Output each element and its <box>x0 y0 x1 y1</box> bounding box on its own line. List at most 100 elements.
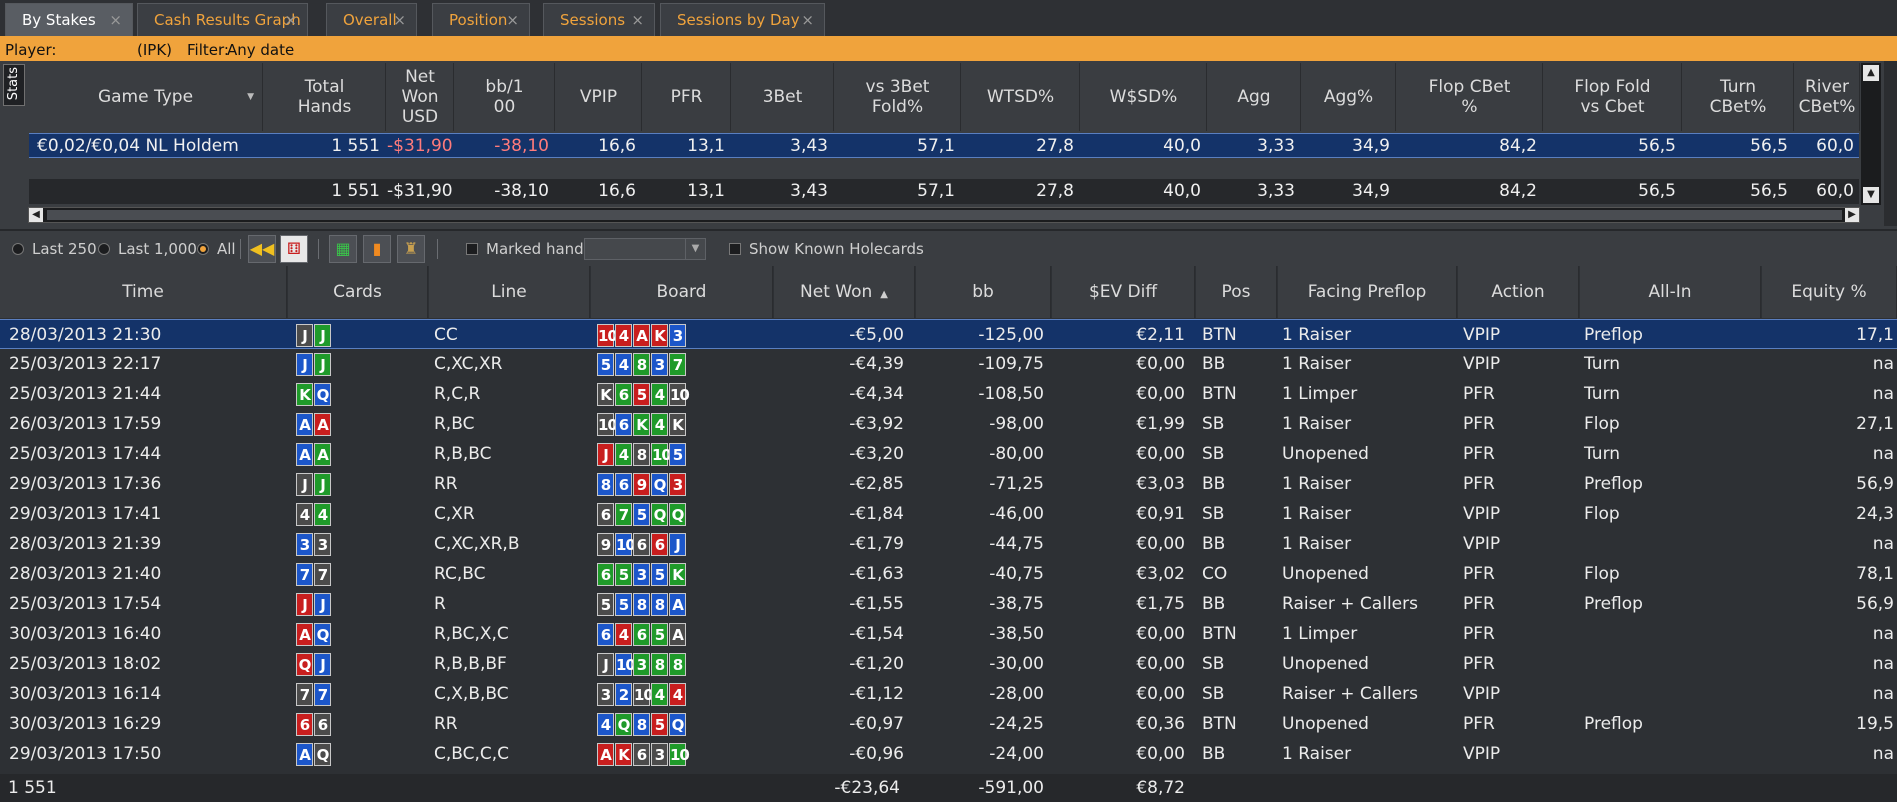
marked-hands-checkbox[interactable] <box>466 243 478 255</box>
total-turn-cbet: 56,5 <box>1750 181 1788 201</box>
close-icon[interactable]: × <box>631 11 644 29</box>
col-header-river-cbet[interactable]: River CBet% <box>1795 63 1860 131</box>
col-header-pfr[interactable]: PFR <box>643 63 731 131</box>
col-header-vs-3bet-fold[interactable]: vs 3Bet Fold% <box>835 63 961 131</box>
dice-icon[interactable]: ⚅ <box>280 235 308 263</box>
sort-ascending-icon[interactable]: ▲ <box>880 289 888 300</box>
stats-row[interactable]: €0,02/€0,04 NL Holdem 1 551 -$31,90 -38,10 1… <box>29 133 1859 158</box>
col-header-flop-fold-vs-cbet[interactable]: Flop Fold vs Cbet <box>1544 63 1682 131</box>
hand-row[interactable]: 28/03/2013 21:39 3 3 C,XC,XR,B 9 10 6 6 J -€1,79-… <box>0 529 1897 559</box>
col-header-cards[interactable]: Cards <box>288 266 428 318</box>
col-header-bb[interactable]: bb <box>916 266 1051 318</box>
scrollbar-thumb[interactable] <box>47 210 1842 220</box>
hand-row[interactable]: 30/03/2013 16:29 6 6 RR 4 Q 8 5 Q -€0,97 -24,25 €0,… <box>0 709 1897 739</box>
hand-row[interactable]: 25/03/2013 21:44 K Q R,C,R K 6 5 4 10 -€4,34 -108,… <box>0 379 1897 409</box>
marked-hands-select[interactable]: ▼ <box>584 238 706 260</box>
hand-line: C,BC,C,C <box>434 744 510 764</box>
hand-row[interactable]: 29/03/2013 17:50 A Q C,BC,C,C A K 6 3 10 -€0,96 -2… <box>0 739 1897 769</box>
bar-chart-icon[interactable]: ▮ <box>363 235 391 263</box>
col-header-agg[interactable]: Agg <box>1208 63 1301 131</box>
hand-ev-diff: €0,00 <box>1136 624 1185 644</box>
col-header-net-won[interactable]: Net Won ▲ <box>774 266 915 318</box>
stats-side-tab[interactable]: Stats <box>3 64 25 106</box>
hand-line: C,XC,XR,B <box>434 534 520 554</box>
vertical-scrollbar[interactable]: ▲ ▼ <box>1861 63 1881 205</box>
rewind-icon[interactable]: ◀◀ <box>248 235 276 263</box>
hand-line: R,B,B,BF <box>434 654 507 674</box>
col-header-wsd[interactable]: W$SD% <box>1081 63 1207 131</box>
hand-row[interactable]: 29/03/2013 17:41 4 4 C,XR 6 7 5 Q Q -€1,84 -46,00 €… <box>0 499 1897 529</box>
hand-bb: -108,50 <box>978 384 1044 404</box>
col-header-ev-diff[interactable]: $EV Diff <box>1052 266 1195 318</box>
last-1000-radio[interactable] <box>98 243 110 255</box>
hand-line: RR <box>434 714 458 734</box>
chevron-down-icon[interactable]: ▼ <box>685 239 705 259</box>
chevron-down-icon[interactable]: ▼ <box>247 92 254 102</box>
close-icon[interactable]: × <box>393 11 406 29</box>
tab-by-stakes[interactable]: By Stakes × <box>5 3 133 36</box>
col-header-vpip[interactable]: VPIP <box>556 63 642 131</box>
tab-position[interactable]: Position × <box>432 3 530 36</box>
scroll-up-icon[interactable]: ▲ <box>1863 65 1879 81</box>
col-header-facing-preflop[interactable]: Facing Preflop <box>1278 266 1457 318</box>
hand-row[interactable]: 25/03/2013 17:54 J J R 5 5 8 8 A -€1,55 -38,75 €1,7… <box>0 589 1897 619</box>
last-250-radio[interactable] <box>12 243 24 255</box>
hand-net-won: -€1,20 <box>849 654 904 674</box>
hand-ev-diff: €0,00 <box>1136 534 1185 554</box>
col-header-wtsd[interactable]: WTSD% <box>962 63 1080 131</box>
hand-action: PFR <box>1463 444 1495 464</box>
hand-row[interactable]: 29/03/2013 17:36 J J RR 8 6 9 Q 3 -€2,85 -71,25 €3,… <box>0 469 1897 499</box>
tab-cash-results-graph[interactable]: Cash Results Graph × <box>137 3 308 36</box>
col-header-all-in[interactable]: All-In <box>1580 266 1761 318</box>
col-header-board[interactable]: Board <box>591 266 773 318</box>
col-header-line[interactable]: Line <box>429 266 590 318</box>
filter-value[interactable]: Any date <box>227 41 295 59</box>
hand-all-in: Preflop <box>1584 325 1643 345</box>
hand-row[interactable]: 30/03/2013 16:14 7 7 C,X,B,BC 3 2 10 4 4 -€1,12 -2… <box>0 679 1897 709</box>
col-header-equity[interactable]: Equity % <box>1762 266 1897 318</box>
col-header-game-type[interactable]: Game Type ▼ <box>29 63 263 131</box>
col-header-agg-pct[interactable]: Agg% <box>1302 63 1396 131</box>
col-header-bb-100[interactable]: bb/1 00 <box>455 63 555 131</box>
col-header-3bet[interactable]: 3Bet <box>732 63 834 131</box>
hand-row[interactable]: 30/03/2013 16:40 A Q R,BC,X,C 6 4 6 5 A -€1,54 -38… <box>0 619 1897 649</box>
hand-row[interactable]: 28/03/2013 21:40 7 7 RC,BC 6 5 3 5 K -€1,63 -40,75… <box>0 559 1897 589</box>
col-header-time[interactable]: Time <box>0 266 287 318</box>
hand-all-in: Turn <box>1584 444 1621 464</box>
close-icon[interactable]: × <box>506 11 519 29</box>
tab-sessions-by-day[interactable]: Sessions by Day × <box>660 3 825 36</box>
hand-row[interactable]: 28/03/2013 21:30 J J CC 10 4 A K 3 -€5,00 -125,00 €… <box>0 319 1897 349</box>
col-header-turn-cbet[interactable]: Turn CBet% <box>1683 63 1794 131</box>
scroll-right-icon[interactable]: ▶ <box>1845 208 1859 222</box>
scroll-left-icon[interactable]: ◀ <box>29 208 43 222</box>
scroll-down-icon[interactable]: ▼ <box>1863 187 1879 203</box>
hand-ev-diff: €0,00 <box>1136 654 1185 674</box>
col-header-total-hands[interactable]: Total Hands <box>264 63 386 131</box>
col-header-flop-cbet[interactable]: Flop CBet % <box>1397 63 1543 131</box>
hand-bb: -24,25 <box>989 714 1044 734</box>
all-radio[interactable] <box>197 243 209 255</box>
hand-row[interactable]: 25/03/2013 22:17 J J C,XC,XR 5 4 8 3 7 -€4,39 -109… <box>0 349 1897 379</box>
close-icon[interactable]: × <box>109 11 122 29</box>
tab-sessions[interactable]: Sessions × <box>543 3 655 36</box>
player-name[interactable]: (IPK) <box>137 41 173 59</box>
trophy-icon[interactable]: ♜ <box>397 235 425 263</box>
horizontal-scrollbar[interactable]: ◀ ▶ <box>28 207 1860 223</box>
hand-row[interactable]: 26/03/2013 17:59 A A R,BC 10 6 K 4 K -€3,92 -98,00… <box>0 409 1897 439</box>
col-header-pos[interactable]: Pos <box>1196 266 1277 318</box>
hand-all-in: Preflop <box>1584 714 1643 734</box>
hand-position: SB <box>1202 684 1225 704</box>
grid-view-icon[interactable]: ▦ <box>329 235 357 263</box>
close-icon[interactable]: × <box>801 11 814 29</box>
hand-time: 28/03/2013 21:40 <box>9 564 162 584</box>
col-header-net-won-usd[interactable]: Net Won USD <box>387 63 454 131</box>
tab-overall[interactable]: Overall × <box>326 3 417 36</box>
col-header-action[interactable]: Action <box>1458 266 1579 318</box>
hand-line: C,X,B,BC <box>434 684 509 704</box>
show-known-holecards-checkbox[interactable] <box>729 243 741 255</box>
hand-row[interactable]: 25/03/2013 18:02 Q J R,B,B,BF J 10 3 8 8 -€1,20 -3… <box>0 649 1897 679</box>
hand-row[interactable]: 25/03/2013 17:44 A A R,B,BC J 4 8 10 5 -€3,20 -80,… <box>0 439 1897 469</box>
close-icon[interactable]: × <box>284 11 297 29</box>
